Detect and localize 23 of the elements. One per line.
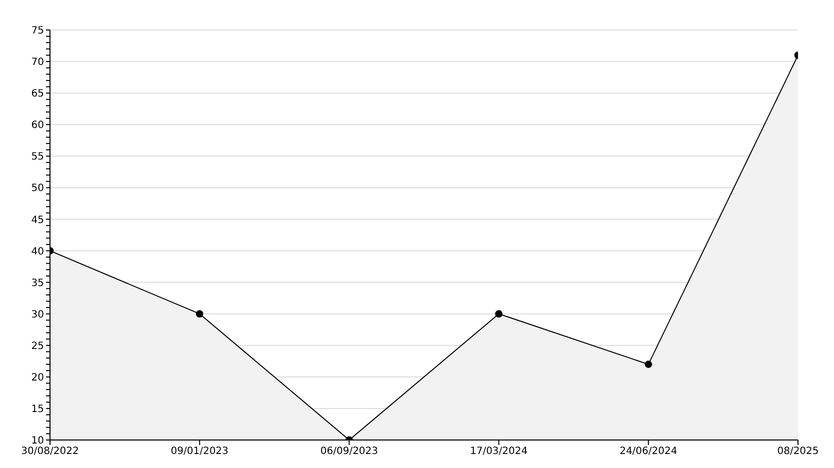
point bbox=[495, 310, 502, 318]
y-tick-label: 45 bbox=[31, 214, 44, 226]
y-tick-label: 30 bbox=[31, 309, 44, 320]
y-tick-label: 50 bbox=[31, 183, 44, 194]
y-tick-label: 25 bbox=[31, 340, 44, 352]
y-tick-label: 15 bbox=[31, 404, 44, 416]
y-tick-label: 60 bbox=[31, 120, 44, 132]
x-tick-label: 06/09/2023 bbox=[320, 446, 378, 458]
y-tick-label: 65 bbox=[31, 88, 44, 100]
y-tick-label: 75 bbox=[31, 26, 44, 37]
x-tick-label: 09/01/2023 bbox=[170, 446, 228, 458]
point bbox=[196, 310, 204, 318]
point bbox=[644, 360, 652, 368]
y-tick-label: 55 bbox=[31, 152, 44, 163]
x-tick-label: 30/08/2022 bbox=[21, 446, 79, 458]
x-tick-label: 08/2025 bbox=[777, 446, 819, 458]
x-tick-label: 17/03/2024 bbox=[470, 446, 528, 458]
y-tick-label: 20 bbox=[31, 372, 44, 384]
y-tick-label: 35 bbox=[31, 278, 44, 289]
y-tick-label: 10 bbox=[31, 436, 44, 447]
y-tick-label: 40 bbox=[31, 246, 44, 258]
y-tick-label: 70 bbox=[31, 57, 44, 68]
x-tick-label: 24/06/2024 bbox=[620, 446, 678, 458]
